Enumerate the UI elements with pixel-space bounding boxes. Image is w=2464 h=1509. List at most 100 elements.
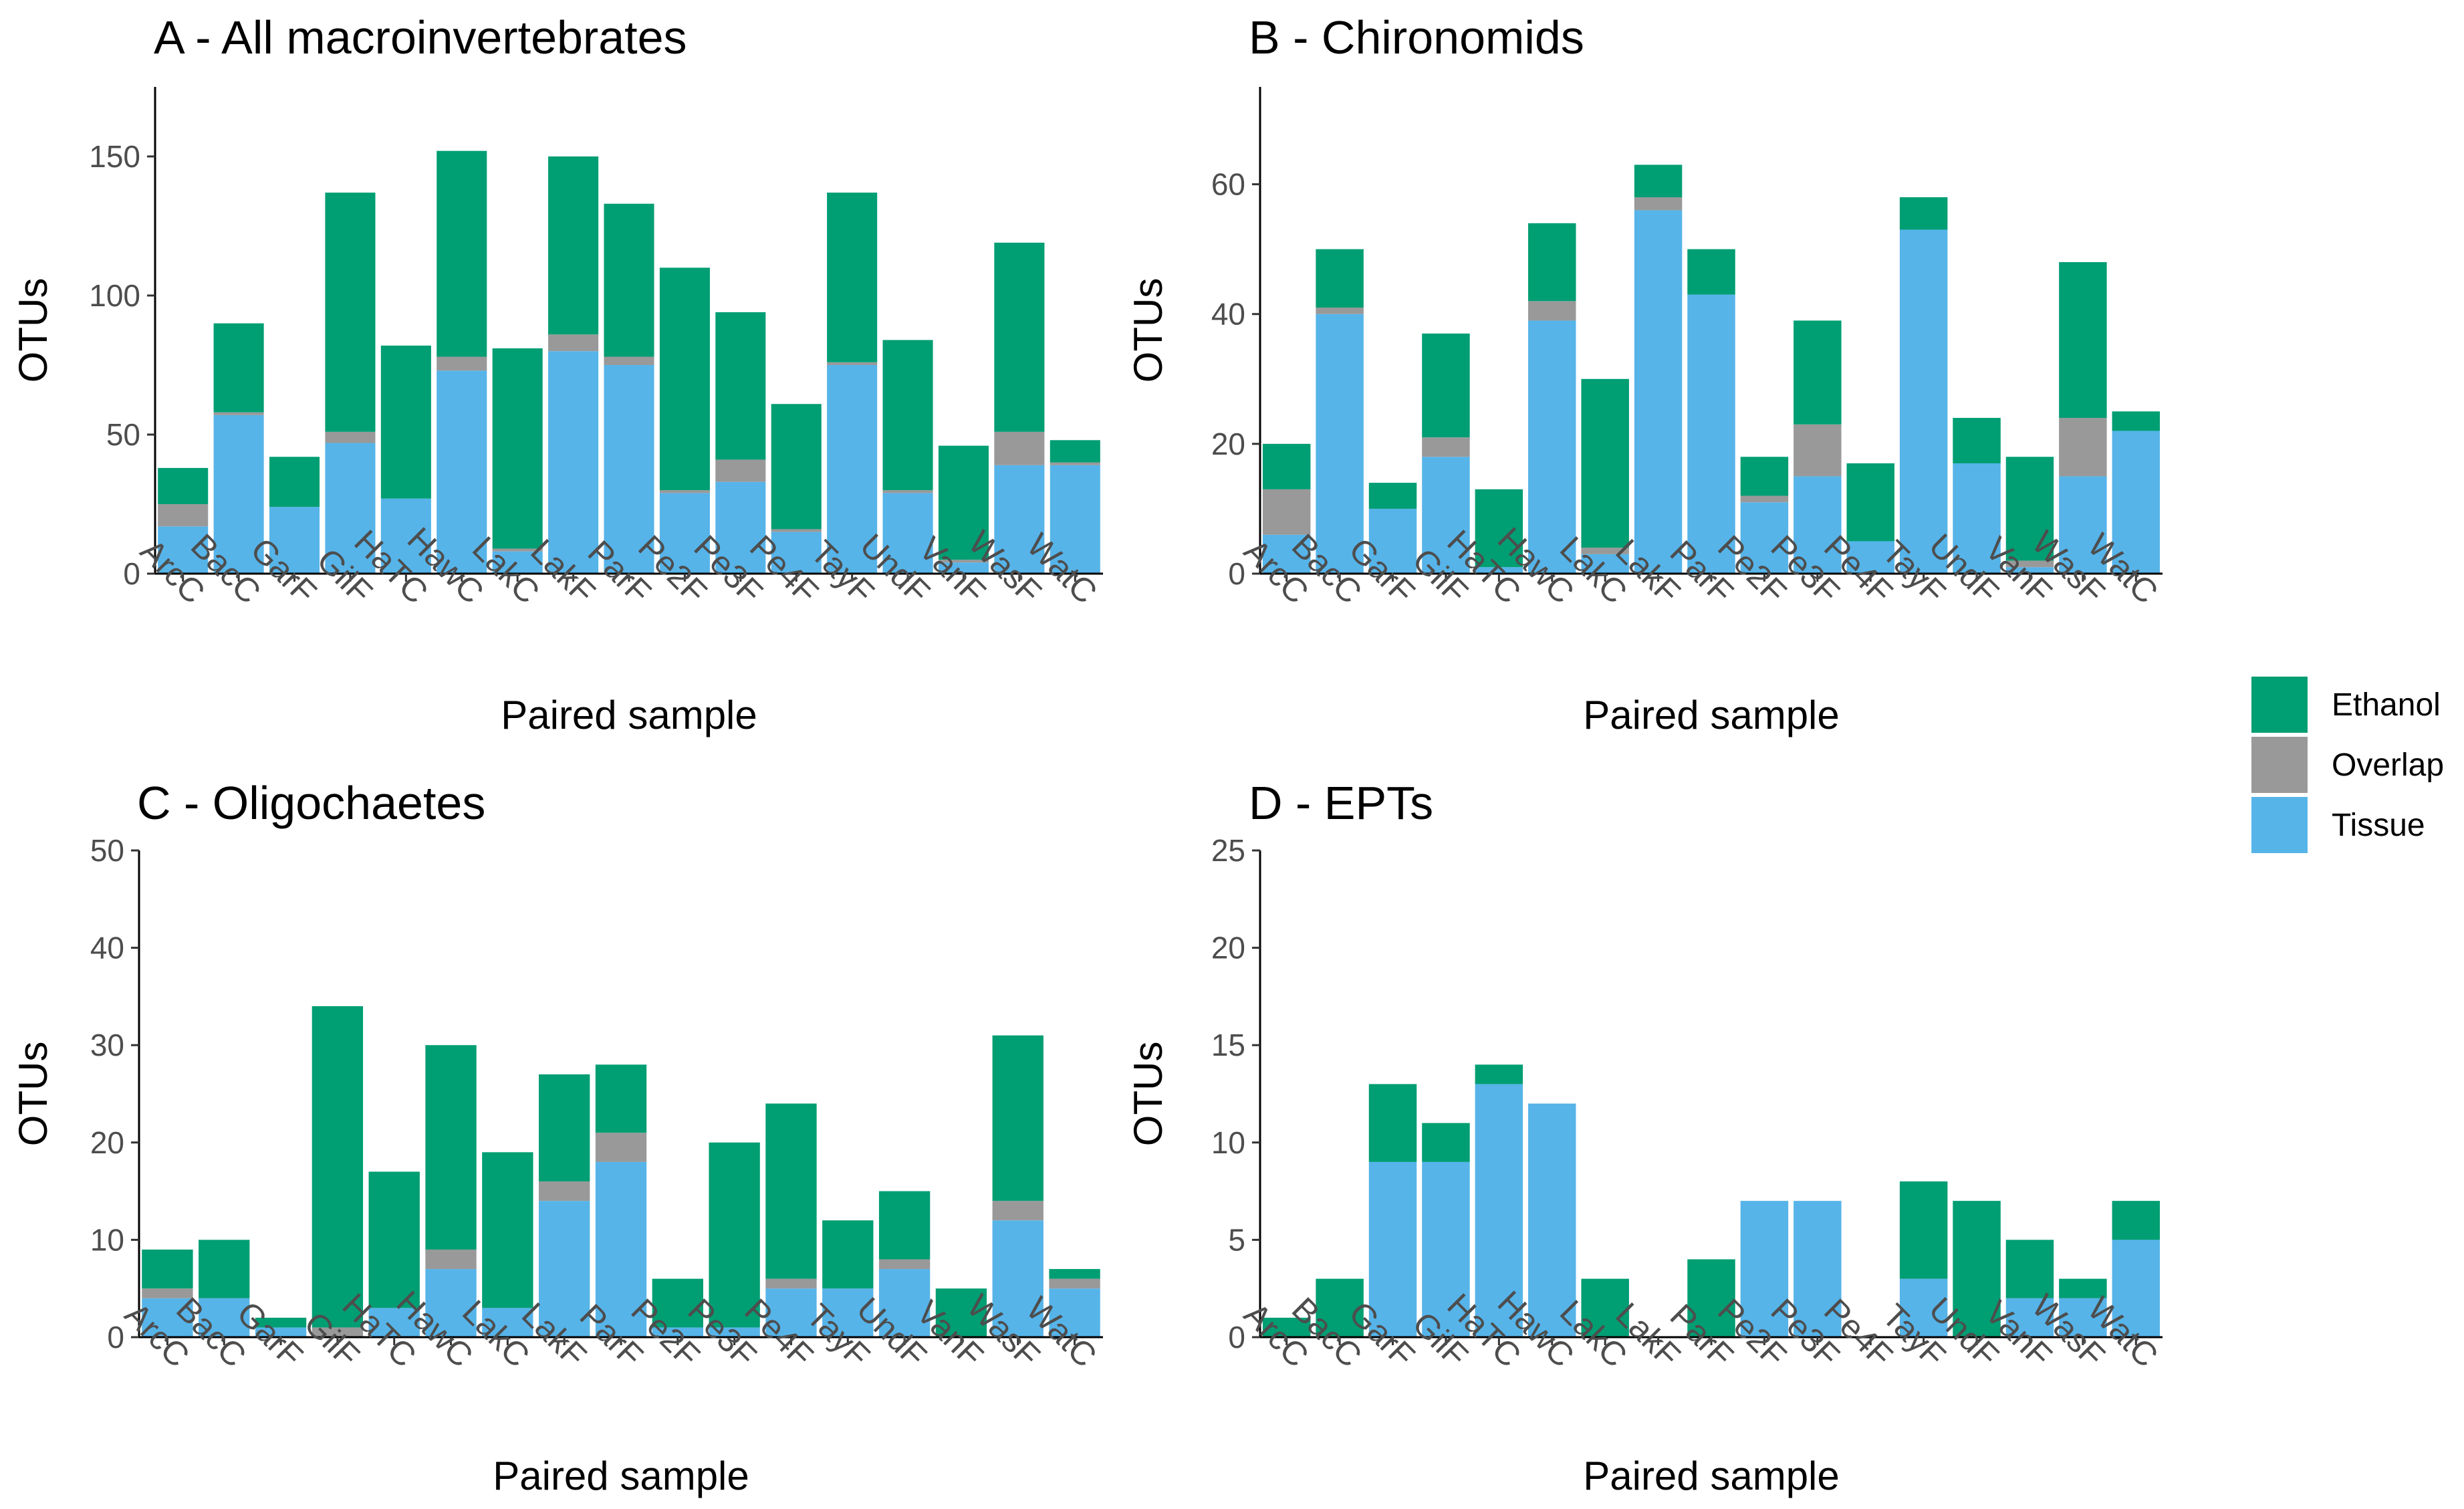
bar-tissue-WasF: [994, 465, 1045, 574]
bar-overlap-LakF: [1634, 197, 1683, 211]
bar-ethanol-HawC: [1528, 223, 1576, 302]
bar-tissue-Pe2F: [1740, 1201, 1789, 1337]
bar-ethanol-TayF: [827, 193, 878, 362]
legend: Ethanol Overlap Tissue: [2251, 677, 2444, 853]
bar-ethanol-WasF: [2059, 1278, 2107, 1298]
bar-tissue-GarF: [269, 507, 320, 574]
bar-overlap-WasF: [2059, 418, 2107, 477]
bar-ethanol-BacC: [1316, 1278, 1364, 1337]
bar-ethanol-Pe2F: [659, 267, 710, 491]
bar-tissue-LakC: [492, 551, 543, 574]
bar-tissue-LakF: [1634, 210, 1683, 574]
bar-tissue-HawC: [1528, 320, 1576, 574]
bar-ethanol-VanF: [2005, 457, 2054, 561]
bar-overlap-LakF: [539, 1181, 590, 1201]
bar-tissue-WatC: [1049, 1288, 1100, 1337]
legend-key-ethanol: [2251, 677, 2308, 733]
bar-tissue-UndF: [1953, 463, 2001, 574]
bar-tissue-UndF: [882, 493, 933, 574]
bar-tissue-LakC: [482, 1308, 533, 1337]
bar-ethanol-HaTC: [380, 345, 431, 499]
bar-tissue-Pe3F: [1794, 1201, 1842, 1337]
bar-ethanol-GilF: [1422, 333, 1470, 438]
y-tick-label: 30: [90, 1028, 124, 1062]
bar-ethanol-GilF: [312, 1006, 364, 1328]
bar-overlap-WatC: [1050, 462, 1100, 465]
bar-ethanol-ArcC: [142, 1249, 193, 1289]
bar-tissue-WatC: [2112, 431, 2161, 574]
bar-ethanol-UndF: [1953, 1201, 2001, 1337]
bar-tissue-WatC: [1050, 465, 1100, 574]
bar-ethanol-WasF: [994, 242, 1045, 432]
bar-tissue-HaTC: [1475, 1084, 1523, 1337]
bar-overlap-UndF: [878, 1259, 931, 1270]
bar-ethanol-GarF: [1368, 483, 1417, 509]
bar-ethanol-HawC: [437, 150, 487, 357]
bar-ethanol-WatC: [1050, 440, 1100, 463]
bar-ethanol-WasF: [992, 1035, 1043, 1201]
bar-ethanol-GilF: [1422, 1123, 1470, 1162]
bar-ethanol-LakF: [539, 1074, 590, 1182]
bar-overlap-GilF: [1422, 437, 1470, 457]
bar-tissue-ParF: [604, 365, 654, 574]
x-axis-label: Paired sample: [1583, 693, 1840, 737]
panel-d: D - EPTs0510152025ArcCBacCGarFGilFHaTCHa…: [1126, 777, 2165, 1498]
bar-overlap-TayF: [827, 362, 878, 365]
bar-tissue-ArcC: [158, 526, 209, 574]
bar-ethanol-LakC: [482, 1152, 533, 1308]
bar-ethanol-Pe4F: [771, 404, 822, 530]
y-axis-label: OTUs: [11, 278, 55, 383]
bar-tissue-GilF: [1422, 457, 1470, 574]
bar-ethanol-WatC: [2112, 411, 2161, 431]
panel-title: D - EPTs: [1249, 777, 1433, 829]
bar-overlap-Pe3F: [1794, 424, 1842, 477]
y-tick-label: 15: [1211, 1028, 1245, 1062]
bar-ethanol-Pe3F: [715, 312, 766, 460]
bar-overlap-ArcC: [158, 504, 209, 527]
bar-tissue-HaTC: [380, 498, 431, 574]
bar-ethanol-BacC: [1316, 249, 1364, 308]
bar-ethanol-Pe4F: [1846, 463, 1894, 542]
bar-ethanol-UndF: [1953, 418, 2001, 463]
bar-tissue-VanF: [2005, 567, 2054, 574]
bar-ethanol-ParF: [1687, 1259, 1735, 1337]
bar-ethanol-Pe2F: [1740, 457, 1789, 496]
bar-ethanol-HaTC: [368, 1171, 420, 1308]
bar-ethanol-Pe3F: [1794, 320, 1842, 425]
panel-title: C - Oligochaetes: [137, 777, 485, 829]
bar-tissue-Pe2F: [652, 1327, 703, 1337]
bar-ethanol-LakF: [1634, 164, 1683, 198]
bar-tissue-Pe2F: [659, 493, 710, 574]
y-axis-label: OTUs: [11, 1042, 55, 1147]
bar-overlap-HawC: [1528, 301, 1576, 321]
legend-label-overlap: Overlap: [2332, 747, 2444, 783]
bar-ethanol-TayF: [822, 1220, 874, 1289]
bar-ethanol-GarF: [255, 1317, 307, 1328]
legend-label-ethanol: Ethanol: [2332, 687, 2441, 723]
bar-tissue-Pe2F: [1740, 502, 1789, 574]
y-tick-label: 0: [1228, 1320, 1245, 1355]
bar-overlap-WasF: [994, 431, 1045, 465]
y-tick-label: 10: [1211, 1125, 1245, 1160]
bar-ethanol-LakC: [492, 348, 543, 549]
bar-tissue-WasF: [2059, 1298, 2107, 1337]
y-tick-label: 20: [1211, 427, 1245, 461]
bar-tissue-GilF: [325, 443, 376, 574]
y-axis-label: OTUs: [1126, 1042, 1171, 1147]
bar-overlap-Pe3F: [715, 459, 766, 482]
bar-tissue-VanF: [938, 562, 989, 574]
bar-ethanol-ArcC: [158, 467, 209, 504]
bar-tissue-ArcC: [142, 1298, 193, 1337]
bar-overlap-GilF: [325, 431, 376, 443]
legend-key-overlap: [2251, 737, 2308, 793]
bar-ethanol-WatC: [2112, 1201, 2161, 1240]
bar-tissue-TayF: [1899, 229, 1948, 574]
y-tick-label: 150: [89, 139, 140, 174]
bar-ethanol-UndF: [882, 340, 933, 491]
y-tick-label: 5: [1228, 1222, 1245, 1257]
bar-overlap-BacC: [1316, 308, 1364, 314]
bar-overlap-GilF: [312, 1327, 364, 1337]
bar-ethanol-TayF: [1899, 1181, 1948, 1279]
bar-overlap-LakC: [492, 548, 543, 552]
